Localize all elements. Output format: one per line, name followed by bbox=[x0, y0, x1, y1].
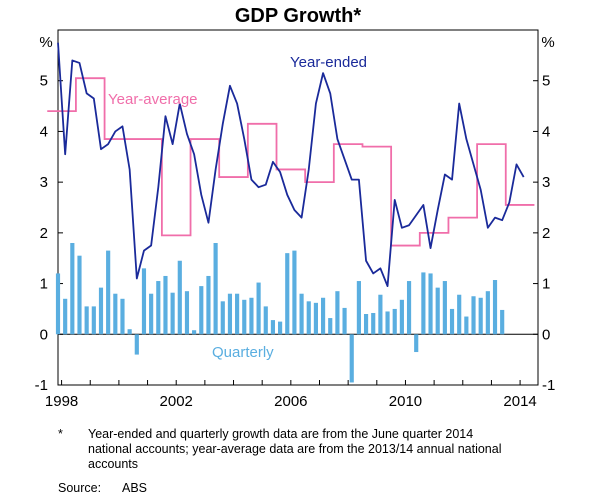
quarterly-bar bbox=[421, 272, 426, 335]
quarterly-bar bbox=[371, 312, 376, 335]
quarterly-bar bbox=[63, 298, 68, 335]
quarterly-bar bbox=[113, 293, 118, 335]
quarterly-bar bbox=[328, 318, 333, 335]
y-tick-label-right: 5 bbox=[542, 73, 550, 90]
quarterly-label: Quarterly bbox=[212, 344, 274, 361]
quarterly-bar bbox=[342, 307, 347, 335]
quarterly-bar bbox=[192, 330, 197, 335]
quarterly-bar bbox=[414, 334, 419, 353]
y-tick-label-right: -1 bbox=[542, 377, 555, 394]
quarterly-bar bbox=[270, 320, 276, 335]
year-ended-label: Year-ended bbox=[290, 54, 367, 71]
quarterly-bar bbox=[278, 321, 283, 335]
quarterly-bar bbox=[127, 329, 132, 335]
y-tick-label-right: 1 bbox=[542, 276, 550, 293]
y-unit-left: % bbox=[39, 34, 52, 51]
quarterly-bar bbox=[77, 255, 82, 335]
y-tick-label-right: 3 bbox=[542, 174, 550, 191]
y-tick-label-right: 4 bbox=[542, 123, 550, 140]
x-tick-label: 2002 bbox=[160, 393, 193, 410]
quarterly-bar bbox=[500, 309, 505, 335]
quarterly-bar bbox=[98, 287, 104, 335]
source-value: ABS bbox=[122, 481, 148, 495]
quarterly-bar bbox=[170, 292, 175, 335]
quarterly-bar bbox=[106, 250, 111, 335]
quarterly-bar bbox=[184, 291, 190, 335]
quarterly-bar bbox=[70, 243, 75, 335]
quarterly-bar bbox=[321, 297, 326, 335]
quarterly-bar bbox=[220, 301, 225, 335]
quarterly-bar bbox=[249, 297, 254, 335]
quarterly-bar bbox=[356, 281, 361, 335]
quarterly-bar bbox=[399, 299, 404, 335]
quarterly-bar bbox=[156, 281, 161, 335]
quarterly-bar bbox=[428, 273, 433, 335]
source-label: Source: bbox=[58, 481, 102, 495]
quarterly-bar bbox=[313, 302, 318, 335]
quarterly-bar bbox=[492, 280, 498, 335]
quarterly-bar bbox=[306, 301, 311, 335]
year-average-line bbox=[47, 77, 535, 247]
quarterly-bar bbox=[478, 297, 483, 335]
quarterly-bar bbox=[335, 291, 340, 335]
quarterly-bar bbox=[449, 308, 455, 335]
quarterly-bar bbox=[435, 287, 440, 335]
footnote-text: Year-ended and quarterly growth data are… bbox=[88, 427, 502, 471]
quarterly-bar bbox=[213, 243, 218, 335]
y-tick-label-left: 3 bbox=[40, 174, 48, 191]
quarterly-bar bbox=[149, 293, 154, 335]
chart-title: GDP Growth* bbox=[235, 5, 362, 27]
quarterly-bar bbox=[263, 306, 268, 335]
quarterly-bar bbox=[134, 334, 139, 355]
quarterly-bar bbox=[55, 273, 61, 335]
y-tick-label-left: 2 bbox=[40, 225, 48, 242]
quarterly-bar bbox=[485, 291, 490, 335]
quarterly-bar bbox=[227, 293, 233, 335]
quarterly-bar bbox=[464, 316, 469, 335]
y-tick-label-left: 4 bbox=[40, 123, 48, 140]
x-tick-label: 2010 bbox=[389, 393, 422, 410]
footnote-marker: * bbox=[58, 427, 63, 441]
quarterly-bar bbox=[471, 296, 476, 335]
y-tick-label-left: -1 bbox=[35, 377, 48, 394]
year-ended-line bbox=[57, 42, 525, 288]
x-tick-label: 2014 bbox=[503, 393, 536, 410]
gdp-growth-chart: GDP Growth* % % -1 -1 0 0 1 1 2 2 3 3 4 4 5 5 1998 2002 20… bbox=[35, 5, 556, 410]
quarterly-bar bbox=[349, 334, 354, 383]
quarterly-bar bbox=[163, 275, 168, 335]
quarterly-bar bbox=[199, 286, 204, 335]
y-tick-label-right: 2 bbox=[542, 225, 550, 242]
quarterly-bar bbox=[206, 275, 211, 335]
quarterly-bar bbox=[285, 253, 290, 335]
quarterly-bar bbox=[84, 306, 89, 335]
quarterly-bar bbox=[242, 299, 247, 335]
quarterly-bar bbox=[363, 314, 369, 335]
y-tick-label-right: 0 bbox=[542, 326, 550, 343]
quarterly-bar bbox=[442, 281, 447, 335]
y-tick-label-left: 0 bbox=[40, 326, 48, 343]
y-unit-right: % bbox=[541, 34, 554, 51]
y-tick-label-left: 1 bbox=[40, 276, 48, 293]
quarterly-bar bbox=[392, 308, 397, 335]
quarterly-bar bbox=[256, 282, 261, 335]
plot-frame bbox=[57, 29, 539, 386]
quarterly-bar bbox=[385, 311, 390, 335]
quarterly-bar bbox=[120, 298, 125, 335]
quarterly-bar bbox=[141, 268, 147, 335]
year-average-label: Year-average bbox=[108, 91, 198, 108]
x-tick-label: 1998 bbox=[45, 393, 78, 410]
quarterly-bar bbox=[235, 293, 240, 335]
quarterly-bar bbox=[378, 294, 383, 335]
quarterly-bar bbox=[299, 293, 304, 335]
quarterly-bar bbox=[91, 306, 96, 335]
quarterly-bar bbox=[292, 250, 297, 335]
quarterly-bar bbox=[457, 294, 462, 335]
quarterly-bar bbox=[406, 281, 412, 335]
y-tick-label-left: 5 bbox=[40, 73, 48, 90]
quarterly-bar bbox=[177, 260, 182, 335]
x-tick-label: 2006 bbox=[274, 393, 307, 410]
